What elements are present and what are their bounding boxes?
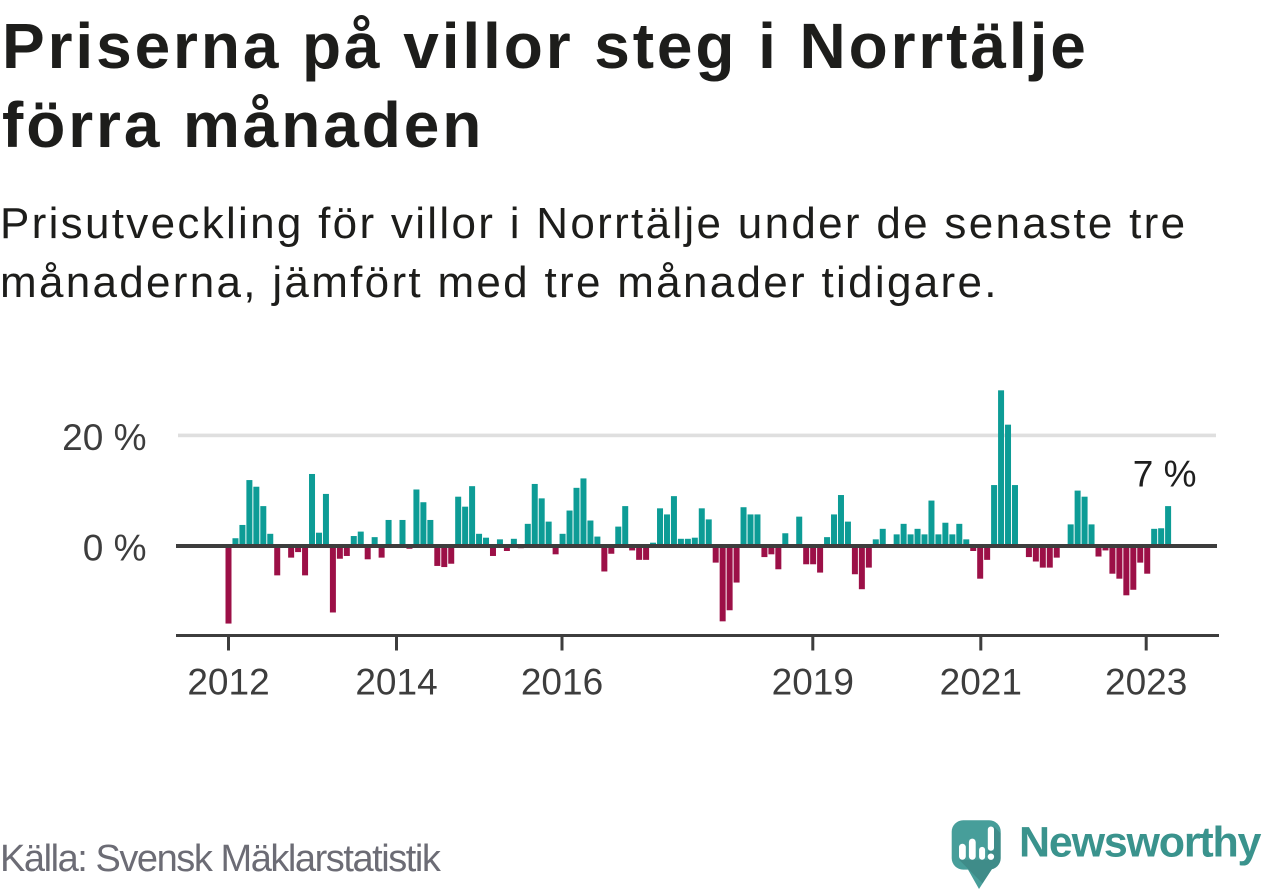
svg-text:2012: 2012 [187,662,269,703]
svg-text:2016: 2016 [521,662,603,703]
svg-text:7 %: 7 % [1133,453,1197,494]
svg-text:2023: 2023 [1105,662,1187,703]
svg-text:0 %: 0 % [83,528,147,569]
svg-text:2021: 2021 [940,662,1022,703]
svg-text:20 %: 20 % [62,417,146,458]
svg-text:2019: 2019 [772,662,854,703]
svg-text:Newsworthy: Newsworthy [1019,819,1262,867]
svg-text:2014: 2014 [355,662,437,703]
